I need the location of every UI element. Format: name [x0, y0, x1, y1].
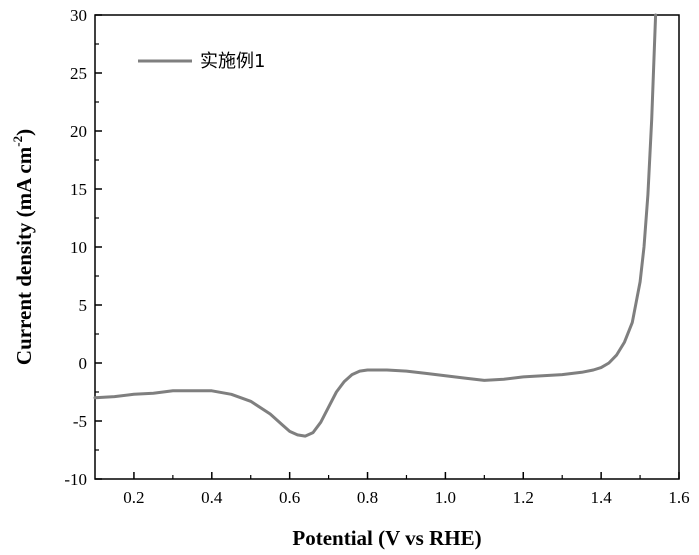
x-axis-title: Potential (V vs RHE) — [292, 526, 481, 550]
y-tick-label: -10 — [64, 470, 87, 489]
x-tick-label: 0.2 — [123, 488, 144, 507]
y-tick-label: 20 — [70, 122, 87, 141]
y-tick-label: 25 — [70, 64, 87, 83]
y-tick-label: -5 — [73, 412, 87, 431]
y-axis-title-sup: -2 — [10, 136, 25, 147]
x-tick-label: 1.6 — [668, 488, 689, 507]
y-tick-label: 10 — [70, 238, 87, 257]
x-tick-label: 1.4 — [591, 488, 613, 507]
y-tick-label: 30 — [70, 6, 87, 25]
x-tick-label: 1.2 — [513, 488, 534, 507]
y-axis-title-close: ) — [12, 129, 36, 136]
plot-area — [95, 15, 679, 479]
x-tick-label: 0.6 — [279, 488, 300, 507]
y-tick-label: 15 — [70, 180, 87, 199]
x-tick-label: 1.0 — [435, 488, 456, 507]
x-tick-label: 0.8 — [357, 488, 378, 507]
y-tick-label: 5 — [79, 296, 88, 315]
legend-label: 实施例1 — [200, 51, 265, 72]
y-axis-title-main: Current density (mA cm — [12, 146, 36, 365]
y-axis-title: Current density (mA cm-2) — [10, 129, 36, 365]
x-tick-label: 0.4 — [201, 488, 223, 507]
y-tick-label: 0 — [79, 354, 88, 373]
